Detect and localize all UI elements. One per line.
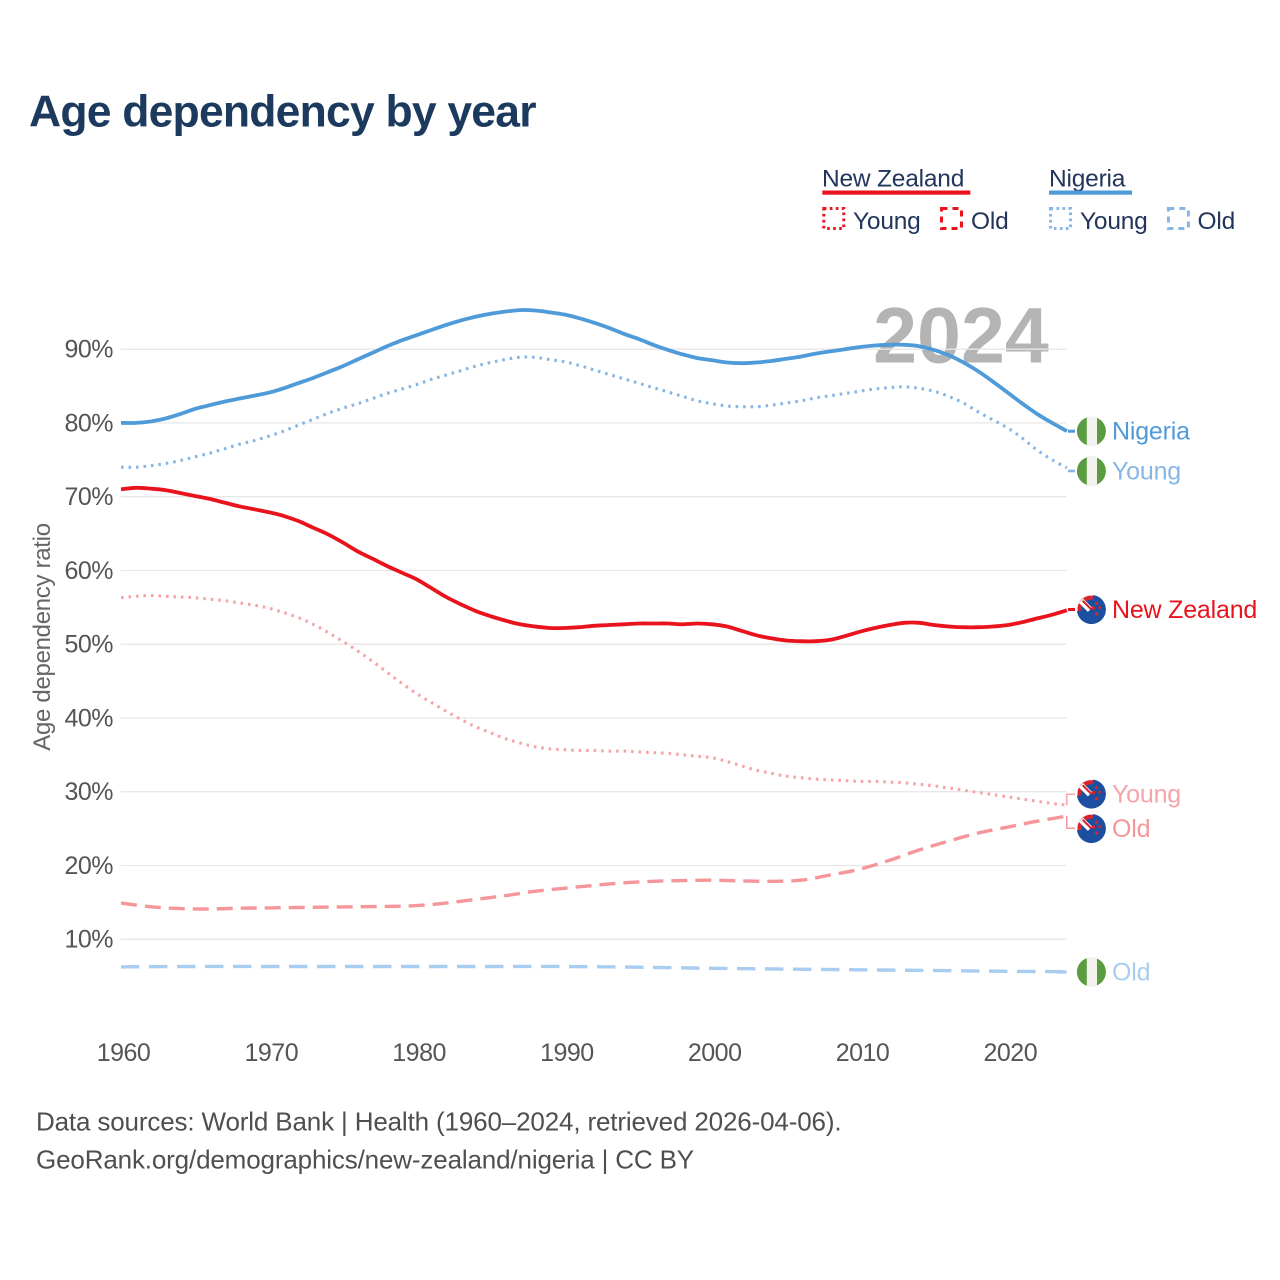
svg-text:2020: 2020 <box>983 1039 1037 1067</box>
svg-text:2000: 2000 <box>688 1039 742 1067</box>
svg-text:Young: Young <box>1080 208 1148 235</box>
svg-text:New Zealand: New Zealand <box>1112 596 1257 624</box>
svg-text:80%: 80% <box>64 409 113 437</box>
svg-text:Old: Old <box>1198 208 1236 235</box>
svg-text:1990: 1990 <box>540 1039 594 1067</box>
svg-text:Young: Young <box>1112 780 1181 808</box>
svg-text:New Zealand: New Zealand <box>822 166 964 193</box>
svg-text:Age dependency ratio: Age dependency ratio <box>29 523 56 751</box>
svg-text:Old: Old <box>1112 815 1150 843</box>
svg-text:20%: 20% <box>64 852 113 880</box>
svg-text:2024: 2024 <box>873 291 1049 380</box>
svg-text:Nigeria: Nigeria <box>1049 166 1126 193</box>
svg-text:60%: 60% <box>64 557 113 585</box>
svg-text:Old: Old <box>971 208 1009 235</box>
svg-text:1960: 1960 <box>97 1039 151 1067</box>
svg-text:1970: 1970 <box>244 1039 298 1067</box>
svg-text:50%: 50% <box>64 631 113 659</box>
svg-text:30%: 30% <box>64 778 113 806</box>
svg-text:2010: 2010 <box>836 1039 890 1067</box>
svg-text:Age dependency by year: Age dependency by year <box>29 88 536 137</box>
svg-text:Data sources: World Bank | Hea: Data sources: World Bank | Health (1960–… <box>36 1107 841 1137</box>
svg-text:GeoRank.org/demographics/new-z: GeoRank.org/demographics/new-zealand/nig… <box>36 1145 694 1175</box>
svg-text:Young: Young <box>1112 457 1181 485</box>
svg-text:Old: Old <box>1112 958 1150 986</box>
svg-text:70%: 70% <box>64 483 113 511</box>
svg-text:10%: 10% <box>64 926 113 954</box>
svg-text:Nigeria: Nigeria <box>1112 418 1190 446</box>
svg-text:1980: 1980 <box>392 1039 446 1067</box>
svg-text:40%: 40% <box>64 705 113 733</box>
svg-text:Young: Young <box>853 208 921 235</box>
svg-text:90%: 90% <box>64 336 113 364</box>
